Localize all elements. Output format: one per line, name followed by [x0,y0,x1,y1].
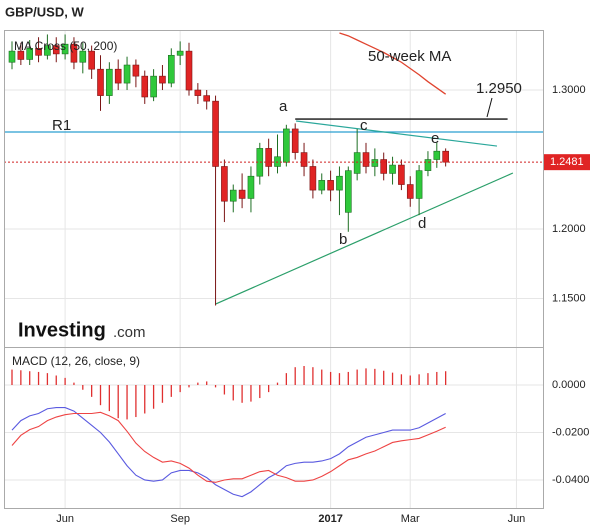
candle-body [123,64,131,84]
logo: Investing [18,319,106,341]
candle-body [61,43,69,55]
marks [4,32,543,498]
candle-body [415,170,423,199]
candle-body [336,175,343,191]
candle-body [265,148,272,167]
candle-body [433,150,441,160]
macd-line [11,407,446,498]
candle-body [70,43,78,63]
candle-body [159,75,166,84]
candle-body [318,180,326,191]
candle-body [203,95,210,102]
candle-body [114,68,122,84]
wave-label: c [360,117,368,134]
y-tick-label: 0.0000 [552,379,586,391]
candle-body [17,50,25,60]
x-tick-label: 2017 [318,513,342,525]
candle-body [168,54,175,84]
segment-label: 1.2950 [476,80,522,97]
candle-body [247,175,255,199]
candle-body [212,100,219,167]
candle-body [389,164,396,174]
macd-title: MACD (12, 26, close, 9) [12,354,140,368]
signal-line [11,411,446,483]
last-price-label: 1.2481 [550,156,584,168]
candle-body [398,164,405,185]
last-price-box [544,154,590,171]
candle-body [132,64,140,77]
segment-pointer [486,97,493,118]
candle-body [406,184,414,199]
candle-body [380,159,388,174]
grid [4,30,543,508]
candle-body [141,75,149,98]
x-tick-label: Jun [56,513,74,525]
y-tick-label: -0.0400 [552,474,589,486]
trend-line [215,172,514,305]
candle-body [194,89,202,96]
candle-body [52,45,60,55]
wave-label: d [418,215,426,232]
level-label: R1 [52,117,71,134]
candle-body [371,159,379,167]
y-tick-label: 1.1500 [552,292,586,304]
candle-body [283,128,290,163]
y-tick-label: -0.0200 [552,426,589,438]
candle-body [353,152,361,174]
ma-label: 50-week MA [368,48,451,65]
candle-body [424,159,432,171]
logo-suffix: .com [113,324,146,341]
candle-body [79,50,87,63]
wave-label: a [279,98,288,115]
candle-body [238,189,246,199]
candle-body [327,180,334,191]
chart-title: GBP/USD, W [5,4,84,19]
y-tick-label: 1.2000 [552,223,586,235]
candle-body [229,189,237,202]
candle-body [97,68,104,96]
candle-body [442,150,449,163]
wave-label: b [339,231,347,248]
ma-line [339,32,447,95]
candle-body [44,45,51,56]
candle-body [176,50,184,56]
frame [4,30,544,509]
candle-body [309,166,317,191]
candle-body [150,75,157,98]
candle-body [344,170,352,213]
candle-body [291,128,299,153]
wave-label: e [431,130,439,147]
indicator-label: MA Cross (50, 200) [14,39,117,53]
candle-body [221,166,228,202]
candle-body [26,48,34,60]
candle-body [35,48,42,56]
y-tick-label: 1.3000 [552,84,586,96]
x-tick-label: Mar [401,513,420,525]
candle-body [362,152,370,167]
candle-body [274,156,281,167]
trend-line [296,120,498,147]
candle-body [185,50,193,91]
x-tick-label: Sep [170,513,190,525]
candle-body [88,50,95,70]
candle-body [300,152,308,167]
candle-body [106,68,113,96]
candle-body [8,50,16,63]
x-tick-label: Jun [508,513,526,525]
